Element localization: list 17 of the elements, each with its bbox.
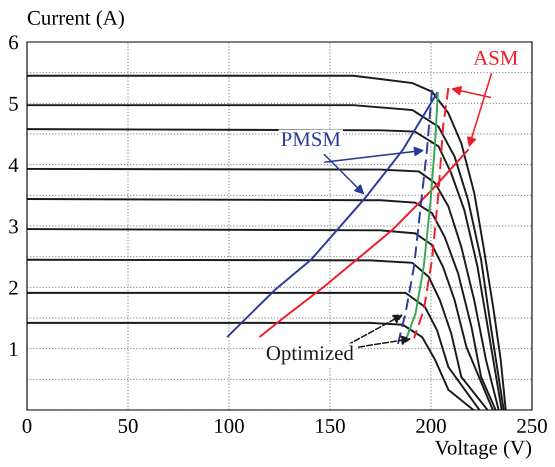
y-tick-label: 6 [9, 35, 18, 50]
annotation: PMSM [281, 132, 340, 146]
y-tick-label: 3 [9, 219, 18, 234]
y-tick-label: 1 [10, 342, 18, 356]
x-tick-label: 200 [416, 418, 446, 433]
annotation: ASM [473, 50, 518, 65]
x-tick-label: 50 [118, 418, 138, 433]
y-tick-label: 2 [9, 280, 18, 295]
x-axis-title: Voltage (V) [434, 440, 532, 459]
y-axis-title: Current (A) [28, 10, 124, 30]
x-tick-label: 150 [316, 418, 345, 433]
x-tick-label: 250 [517, 418, 547, 433]
y-tick-label: 5 [9, 96, 18, 111]
x-tick-label: 0 [22, 418, 32, 433]
y-tick-label: 4 [8, 158, 18, 172]
x-tick-label: 100 [215, 418, 244, 433]
annotation: Optimized [266, 345, 354, 364]
